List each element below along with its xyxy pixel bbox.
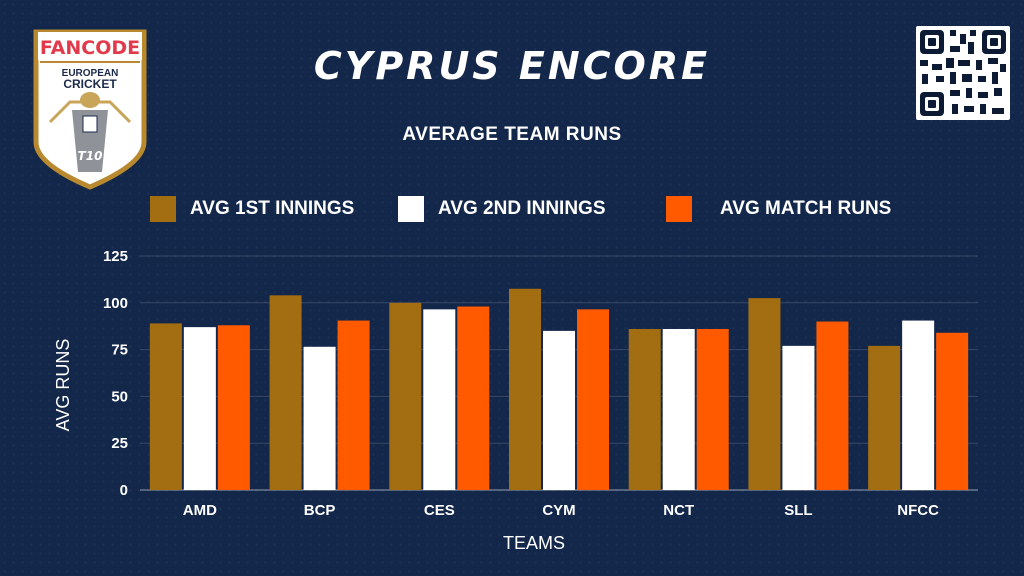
fancode-european-cricket-logo: FANCODE EUROPEAN CRICKET T10 (33, 29, 147, 190)
bar-sll-series-3 (816, 321, 849, 490)
logo-line-cricket: CRICKET (63, 77, 117, 91)
bar-nct-series-3 (696, 329, 729, 490)
x-tick-label-amd: AMD (183, 502, 217, 519)
x-tick-label-sll: SLL (784, 502, 812, 519)
bar-ces-series-3 (457, 306, 490, 490)
bar-cym-series-1 (509, 288, 541, 490)
y-tick-label-100: 100 (103, 295, 128, 312)
x-axis-label: TEAMS (503, 533, 565, 553)
bar-amd-series-1 (149, 323, 182, 490)
legend-swatch-1 (150, 196, 176, 222)
chart-subtitle: AVERAGE TEAM RUNS (402, 124, 622, 145)
bar-bcp-series-3 (337, 320, 370, 490)
legend-item-avg-2nd-innings: AVG 2ND INNINGS (398, 192, 606, 226)
y-tick-label-25: 25 (111, 435, 128, 452)
legend-label-1: AVG 1ST INNINGS (190, 198, 355, 219)
bar-sll-series-2 (782, 345, 815, 490)
chart-legend: AVG 1ST INNINGS AVG 2ND INNINGS AVG MATC… (0, 192, 1024, 226)
bar-nct-series-1 (628, 329, 661, 490)
legend-item-avg-match-runs: AVG MATCH RUNS (666, 192, 891, 226)
legend-label-2: AVG 2ND INNINGS (438, 198, 606, 219)
x-tick-label-bcp: BCP (304, 502, 336, 519)
legend-item-avg-1st-innings: AVG 1ST INNINGS (150, 192, 354, 226)
y-tick-label-75: 75 (111, 342, 128, 359)
bar-nfcc-series-1 (868, 345, 901, 490)
y-tick-label-0: 0 (120, 482, 128, 499)
bar-bcp-series-2 (303, 346, 336, 490)
y-axis-label: AVG RUNS (53, 339, 73, 432)
bar-nct-series-2 (662, 329, 695, 490)
bar-amd-series-2 (183, 327, 216, 490)
page-title: CYPRUS ENCORE (313, 44, 711, 88)
bar-ces-series-2 (423, 309, 456, 490)
x-tick-label-nfcc: NFCC (897, 502, 939, 519)
trophy-icon (72, 110, 108, 172)
bar-bcp-series-1 (269, 295, 302, 490)
legend-swatch-2 (398, 196, 424, 222)
bar-cym-series-2 (543, 330, 575, 490)
bar-sll-series-1 (748, 298, 781, 490)
legend-swatch-3 (666, 196, 692, 222)
logo-format-text: T10 (78, 149, 103, 163)
bar-cym-series-3 (577, 309, 609, 490)
bar-ces-series-1 (389, 302, 422, 490)
brand-text: FANCODE (40, 37, 140, 59)
qr-code-icon (916, 26, 1010, 120)
legend-label-3: AVG MATCH RUNS (720, 198, 892, 219)
brand-banner (38, 32, 142, 60)
bar-amd-series-3 (217, 325, 250, 490)
bar-nfcc-series-3 (936, 332, 969, 490)
y-tick-label-125: 125 (103, 248, 128, 265)
x-tick-label-ces: CES (424, 502, 455, 519)
bar-nfcc-series-2 (902, 320, 935, 490)
y-tick-label-50: 50 (111, 388, 128, 405)
x-tick-label-cym: CYM (542, 502, 575, 519)
logo-line-european: EUROPEAN (62, 68, 119, 79)
x-tick-label-nct: NCT (663, 502, 694, 519)
